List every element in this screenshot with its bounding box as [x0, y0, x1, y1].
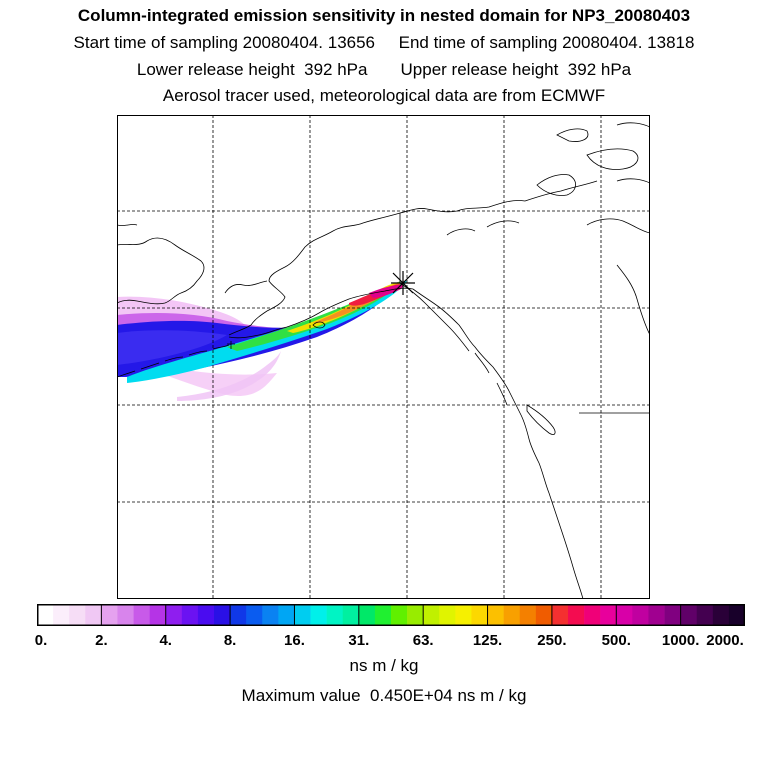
- colorbar-swatch: [632, 604, 649, 626]
- colorbar-swatch: [648, 604, 665, 626]
- colorbar-swatch: [503, 604, 521, 626]
- colorbar-swatch: [85, 604, 102, 626]
- colorbar-swatch: [181, 604, 199, 626]
- figure-title: Column-integrated emission sensitivity i…: [77, 6, 691, 25]
- colorbar-swatch: [294, 604, 311, 626]
- colorbar-swatch: [519, 604, 537, 626]
- colorbar-frame: [37, 604, 745, 626]
- colorbar-tick-label: 500.: [601, 632, 631, 649]
- colorbar-swatch: [616, 604, 633, 626]
- plume-blue-lobe: [117, 330, 227, 365]
- colorbar-swatch: [455, 604, 472, 626]
- colorbar-swatch: [165, 604, 183, 626]
- colorbar-swatch: [69, 604, 86, 626]
- colorbar-tick-label: 16.: [284, 632, 305, 649]
- emission-sensitivity-plume: [117, 281, 407, 401]
- sampling-time-line: Start time of sampling 20080404. 13656 E…: [73, 33, 695, 52]
- colorbar-swatch: [37, 604, 54, 626]
- plume-green: [227, 281, 401, 351]
- colorbar-tick-label: 63.: [412, 632, 434, 649]
- plume-blue: [117, 285, 397, 377]
- colorbar-swatch: [262, 604, 279, 626]
- colorbar-swatch: [407, 604, 424, 626]
- map-panel: [117, 115, 650, 599]
- coastlines: [117, 122, 650, 599]
- release-point-x-marker: [391, 271, 415, 295]
- colorbar-swatch: [214, 604, 231, 626]
- colorbar-swatch: [101, 604, 118, 626]
- colorbar-swatch: [696, 604, 714, 626]
- colorbar-swatch: [133, 604, 150, 626]
- colorbar-swatch: [600, 604, 617, 626]
- colorbar-tick-label: 8.: [223, 632, 237, 649]
- colorbar-tick-label: 125.: [472, 632, 503, 649]
- colorbar-tick-label: 1000.: [661, 632, 700, 649]
- colorbar-tick-label: 0.: [34, 632, 48, 649]
- maximum-value-label: Maximum value 0.450E+04 ns m / kg: [241, 686, 527, 705]
- colorbar-swatch: [310, 604, 327, 626]
- colorbar-swatch: [664, 604, 681, 626]
- colorbar-swatch: [278, 604, 295, 626]
- colorbar-swatch: [535, 604, 553, 626]
- plume-magenta-core: [369, 285, 403, 298]
- colorbar-swatch: [423, 604, 440, 626]
- colorbar-swatch: [358, 604, 376, 626]
- colorbar-swatch: [117, 604, 134, 626]
- colorbar-tick-label: 4.: [159, 632, 172, 649]
- colorbar-swatch: [197, 604, 215, 626]
- colorbar-swatch: [712, 604, 730, 626]
- colorbar-tick-label: 31.: [348, 632, 370, 649]
- colorbar-swatch: [149, 604, 167, 626]
- tracer-info-line: Aerosol tracer used, meteorological data…: [162, 86, 606, 105]
- plume-south-tail: [177, 351, 281, 401]
- colorbar-tick-label: 2000.: [706, 632, 744, 649]
- colorbar-swatch: [246, 604, 263, 626]
- colorbar: [37, 604, 745, 626]
- colorbar-swatch: [728, 604, 745, 626]
- plume-cyan: [127, 281, 407, 383]
- colorbar-swatch: [471, 604, 488, 626]
- colorbar-units: ns m / kg: [349, 656, 419, 675]
- colorbar-swatch: [551, 604, 569, 626]
- colorbar-tick-label: 2.: [95, 632, 108, 649]
- colorbar-swatch: [342, 604, 360, 626]
- colorbar-swatch: [584, 604, 601, 626]
- colorbar-swatch: [439, 604, 456, 626]
- colorbar-swatch: [487, 604, 504, 626]
- release-height-line: Lower release height 392 hPa Upper relea…: [136, 60, 632, 79]
- map-frame: [117, 115, 650, 599]
- colorbar-swatch: [568, 604, 585, 626]
- colorbar-swatch: [374, 604, 392, 626]
- colorbar-tick-label: 250.: [537, 632, 567, 649]
- political-boundaries: [399, 213, 650, 414]
- colorbar-swatch: [53, 604, 70, 626]
- colorbar-swatch: [230, 604, 247, 626]
- map-grid: [117, 115, 650, 599]
- colorbar-swatch: [391, 604, 408, 626]
- colorbar-swatch: [680, 604, 698, 626]
- colorbar-swatch: [326, 604, 344, 626]
